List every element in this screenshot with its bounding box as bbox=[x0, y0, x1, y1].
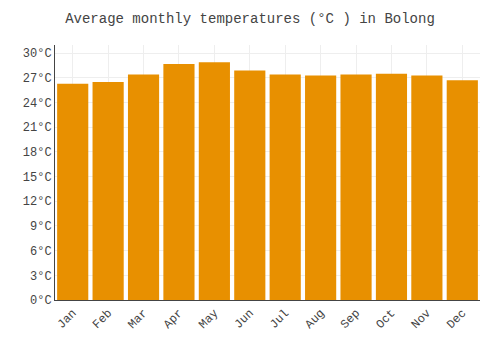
svg-text:Average monthly temperatures (: Average monthly temperatures (°C ) in Bo… bbox=[65, 11, 435, 27]
svg-text:30°C: 30°C bbox=[23, 47, 52, 61]
svg-text:0°C: 0°C bbox=[30, 294, 52, 308]
svg-text:May: May bbox=[196, 307, 221, 332]
svg-text:Apr: Apr bbox=[161, 307, 186, 332]
svg-text:Dec: Dec bbox=[444, 307, 469, 332]
svg-text:Nov: Nov bbox=[409, 307, 434, 332]
svg-text:Jul: Jul bbox=[267, 307, 292, 332]
svg-text:21°C: 21°C bbox=[23, 121, 52, 135]
svg-text:Oct: Oct bbox=[373, 307, 398, 332]
svg-text:15°C: 15°C bbox=[23, 171, 52, 185]
svg-text:27°C: 27°C bbox=[23, 72, 52, 86]
svg-text:9°C: 9°C bbox=[30, 220, 52, 234]
svg-text:Feb: Feb bbox=[90, 307, 115, 332]
svg-text:Jun: Jun bbox=[232, 307, 257, 332]
svg-text:Aug: Aug bbox=[303, 307, 328, 332]
svg-text:Jan: Jan bbox=[55, 307, 80, 332]
svg-text:18°C: 18°C bbox=[23, 146, 52, 160]
svg-text:6°C: 6°C bbox=[30, 245, 52, 259]
svg-text:3°C: 3°C bbox=[30, 270, 52, 284]
svg-text:12°C: 12°C bbox=[23, 195, 52, 209]
svg-text:Mar: Mar bbox=[125, 307, 150, 332]
svg-text:Sep: Sep bbox=[338, 307, 363, 332]
svg-text:24°C: 24°C bbox=[23, 97, 52, 111]
